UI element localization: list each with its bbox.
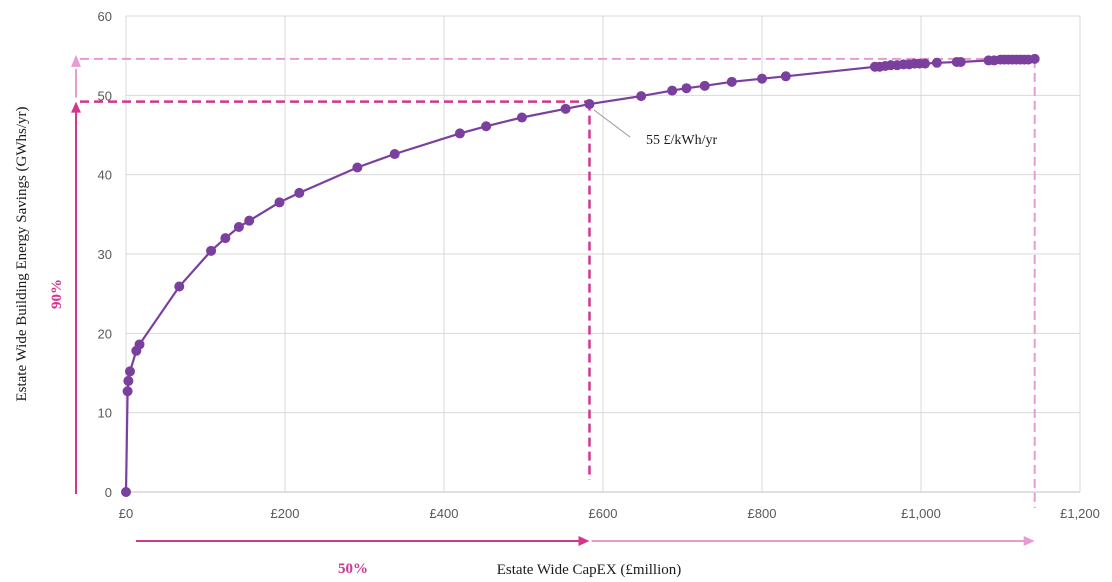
annotation-label: 55 £/kWh/yr [646,133,717,148]
annotation-leader-line [593,109,631,138]
x-tick-label: £400 [430,506,459,521]
y-tick-label: 20 [98,326,112,341]
y-tick-label: 30 [98,247,112,262]
x-arrow-ext-head [1023,536,1035,546]
y-tick-label: 10 [98,406,112,421]
x-tick-label: £600 [589,506,618,521]
y-arrow-head [71,101,81,113]
data-point [233,222,244,233]
percentage-arrows [71,54,1035,546]
data-point [122,386,133,397]
x-tick-label: £1,200 [1060,506,1100,521]
data-point [206,245,217,256]
y-tick-label: 60 [98,9,112,24]
data-point [780,71,791,82]
data-point [481,121,492,132]
data-point [1029,53,1040,64]
data-point [389,149,400,160]
data-point [220,233,231,244]
data-point [699,80,710,91]
x-axis-title: Estate Wide CapEX (£million) [497,562,682,578]
data-point [516,112,527,123]
data-point [274,197,285,208]
x-arrow-label: 50% [338,561,368,577]
data-point [294,187,305,198]
data-point [174,281,185,292]
x-tick-label: £200 [271,506,300,521]
data-point [919,58,930,69]
y-tick-label: 40 [98,168,112,183]
y-arrow-label: 90% [49,279,65,309]
data-point [123,375,134,386]
data-point [352,162,363,173]
y-axis-title: Estate Wide Building Energy Savings (GWh… [14,106,30,401]
x-arrow-head [578,536,590,546]
x-tick-label: £800 [748,506,777,521]
grid [125,15,1081,493]
data-point [726,76,737,87]
y-tick-label: 50 [98,88,112,103]
data-point [134,339,145,350]
series [121,53,1040,497]
y-arrow-ext-head [71,54,81,67]
ticks: 0 10 20 30 40 50 60 £0 £200 £400 £600 £800 £1,000 £1,… [98,9,1100,521]
data-point [584,99,595,110]
data-point [757,73,767,84]
data-point [681,83,692,94]
data-point [560,103,571,114]
data-point [636,91,647,102]
data-point [454,128,465,139]
reference-lines [80,57,1036,508]
data-point [955,57,966,68]
data-point [121,487,131,497]
y-tick-label: 0 [105,485,112,500]
series-line [124,57,1035,493]
data-point [244,215,255,226]
data-point [931,57,942,68]
data-point [667,85,678,96]
x-tick-label: £0 [119,506,133,521]
x-tick-label: £1,000 [901,506,941,521]
data-point [124,366,135,377]
